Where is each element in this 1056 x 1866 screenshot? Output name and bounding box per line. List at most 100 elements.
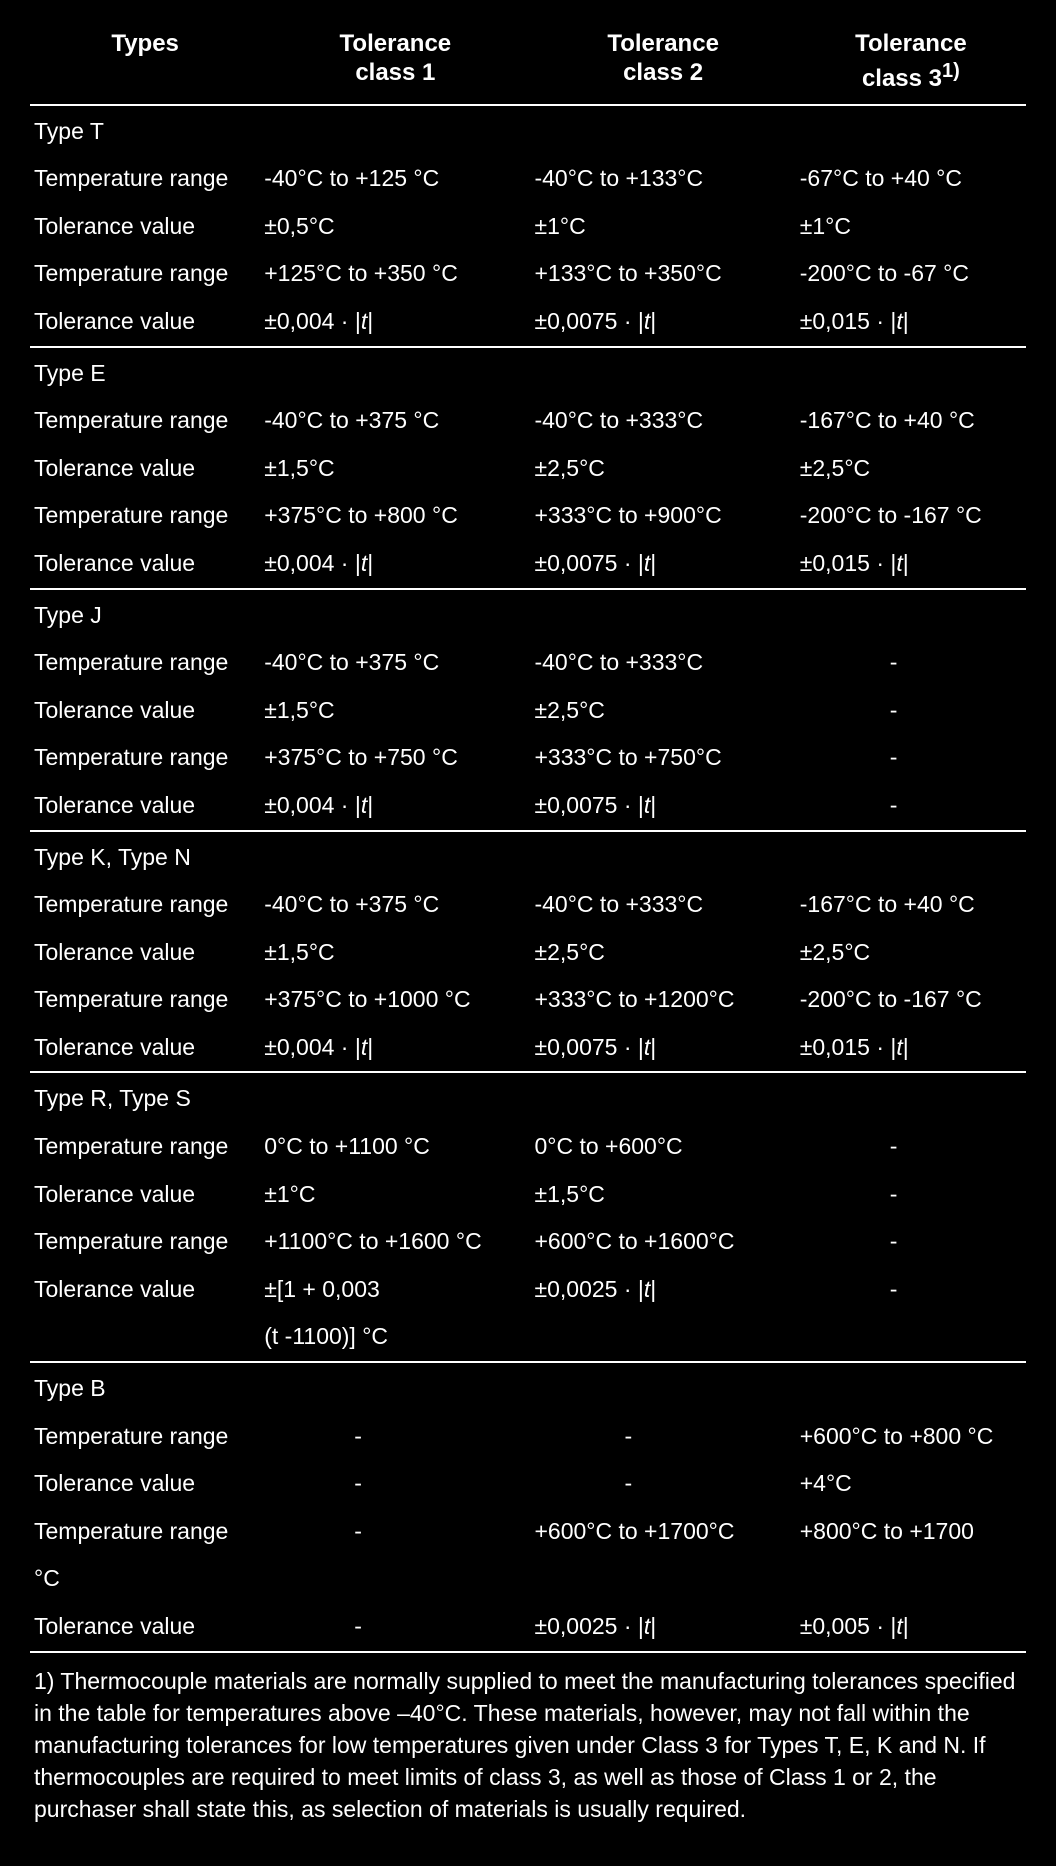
cell-c3: ±2,5°C xyxy=(796,445,1026,493)
cell-c2: +333°C to +1200°C xyxy=(530,976,795,1024)
cell-c2: +333°C to +750°C xyxy=(530,734,795,782)
col-class1: Tolerance class 1 xyxy=(260,20,530,105)
cell-c1: ±1,5°C xyxy=(260,687,530,735)
cell-c1: -40°C to +125 °C xyxy=(260,155,530,203)
cell-c2: 0°C to +600°C xyxy=(530,1123,795,1171)
cell-c2: ±1°C xyxy=(530,203,795,251)
table-body: Type TTemperature range-40°C to +125 °C-… xyxy=(30,105,1026,1836)
cell-c2: +600°C to +1700°C xyxy=(530,1508,795,1556)
cell-c3: ±0,015 · |t| xyxy=(796,298,1026,347)
section-title-row: Type J xyxy=(30,589,1026,640)
cell-c2: - xyxy=(530,1460,795,1508)
row-label: Tolerance value xyxy=(30,203,260,251)
section-title: Type T xyxy=(30,105,1026,156)
footnote-text: 1) Thermocouple materials are normally s… xyxy=(30,1652,1026,1836)
row-label: Temperature range xyxy=(30,639,260,687)
col-class3: Tolerance class 31) xyxy=(796,20,1026,105)
cell-c2: +333°C to +900°C xyxy=(530,492,795,540)
page-root: Types Tolerance class 1 Tolerance class … xyxy=(0,0,1056,1866)
cell-c3: - xyxy=(796,639,1026,687)
table-row: °C xyxy=(30,1555,1026,1603)
table-row: Temperature range--+600°C to +800 °C xyxy=(30,1413,1026,1461)
cell-c3: ±0,015 · |t| xyxy=(796,1024,1026,1073)
row-label: Tolerance value xyxy=(30,1603,260,1652)
row-label: Temperature range xyxy=(30,734,260,782)
section-title: Type K, Type N xyxy=(30,831,1026,882)
cell-c2: ±0,0075 · |t| xyxy=(530,540,795,589)
row-label: Tolerance value xyxy=(30,1266,260,1314)
cell-c1: - xyxy=(260,1603,530,1652)
table-row: (t -1100)] °C xyxy=(30,1313,1026,1362)
cell-c1: +375°C to +750 °C xyxy=(260,734,530,782)
cell-c3: ±0,005 · |t| xyxy=(796,1603,1026,1652)
row-label: Tolerance value xyxy=(30,929,260,977)
row-label: Temperature range xyxy=(30,976,260,1024)
table-row: Temperature range-40°C to +125 °C-40°C t… xyxy=(30,155,1026,203)
row-label: Temperature range xyxy=(30,397,260,445)
cell-c3: ±1°C xyxy=(796,203,1026,251)
cell-c3: +600°C to +800 °C xyxy=(796,1413,1026,1461)
cell-c1: ±0,5°C xyxy=(260,203,530,251)
cell-c1: ±0,004 · |t| xyxy=(260,782,530,831)
cell-c1: - xyxy=(260,1413,530,1461)
section-title-row: Type E xyxy=(30,347,1026,398)
section-title-row: Type B xyxy=(30,1362,1026,1413)
cell-c3: - xyxy=(796,1171,1026,1219)
table-row: Tolerance value--+4°C xyxy=(30,1460,1026,1508)
cell-c3: -200°C to -167 °C xyxy=(796,492,1026,540)
row-label: Tolerance value xyxy=(30,1024,260,1073)
cell-c2: ±0,0075 · |t| xyxy=(530,1024,795,1073)
row-label: Tolerance value xyxy=(30,445,260,493)
cell-c2: ±0,0075 · |t| xyxy=(530,782,795,831)
cell-c3: - xyxy=(796,687,1026,735)
cell-c1: ±1,5°C xyxy=(260,445,530,493)
section-title: Type E xyxy=(30,347,1026,398)
col1-l1: Tolerance xyxy=(340,30,452,57)
section-title-row: Type T xyxy=(30,105,1026,156)
row-label: Temperature range xyxy=(30,881,260,929)
table-header: Types Tolerance class 1 Tolerance class … xyxy=(30,20,1026,105)
col-class2: Tolerance class 2 xyxy=(530,20,795,105)
table-row: Tolerance value±0,004 · |t|±0,0075 · |t|… xyxy=(30,298,1026,347)
cell-c2: ±2,5°C xyxy=(530,687,795,735)
cell-c3: - xyxy=(796,734,1026,782)
table-row: Temperature range+1100°C to +1600 °C+600… xyxy=(30,1218,1026,1266)
cell-c2: -40°C to +333°C xyxy=(530,881,795,929)
cell-c2: ±0,0075 · |t| xyxy=(530,298,795,347)
cell-c2: ±2,5°C xyxy=(530,445,795,493)
table-row: Tolerance value±[1 + 0,003±0,0025 · |t|- xyxy=(30,1266,1026,1314)
cell-c3: -167°C to +40 °C xyxy=(796,881,1026,929)
row-label: Temperature range xyxy=(30,1123,260,1171)
col-types-label: Types xyxy=(111,30,179,57)
cell-c1: +1100°C to +1600 °C xyxy=(260,1218,530,1266)
cell-c2: -40°C to +333°C xyxy=(530,639,795,687)
cell-c1: ±0,004 · |t| xyxy=(260,298,530,347)
row-label: Temperature range xyxy=(30,155,260,203)
wrapped-unit: °C xyxy=(30,1555,1026,1603)
cell-c2: ±0,0025 · |t| xyxy=(530,1603,795,1652)
table-row: Temperature range0°C to +1100 °C0°C to +… xyxy=(30,1123,1026,1171)
table-row: Tolerance value±0,004 · |t|±0,0075 · |t|… xyxy=(30,782,1026,831)
row-label: Temperature range xyxy=(30,1218,260,1266)
cell-c1: - xyxy=(260,1460,530,1508)
cell-c2: ±2,5°C xyxy=(530,929,795,977)
col2-l2: class 2 xyxy=(534,59,791,88)
cell-c2: -40°C to +133°C xyxy=(530,155,795,203)
row-label: Tolerance value xyxy=(30,298,260,347)
table-row: Tolerance value±1,5°C±2,5°C±2,5°C xyxy=(30,929,1026,977)
cell-c2: +600°C to +1600°C xyxy=(530,1218,795,1266)
row-label: Tolerance value xyxy=(30,687,260,735)
table-row: Temperature range-40°C to +375 °C-40°C t… xyxy=(30,881,1026,929)
cell-c2: -40°C to +333°C xyxy=(530,397,795,445)
cell-c2 xyxy=(530,1313,795,1362)
cell-c3: -200°C to -67 °C xyxy=(796,250,1026,298)
table-row: Temperature range-40°C to +375 °C-40°C t… xyxy=(30,639,1026,687)
cell-c1: +125°C to +350 °C xyxy=(260,250,530,298)
cell-c1: +375°C to +1000 °C xyxy=(260,976,530,1024)
col2-l1: Tolerance xyxy=(607,30,719,57)
cell-c3: - xyxy=(796,1218,1026,1266)
row-label: Temperature range xyxy=(30,492,260,540)
cell-c1: ±1°C xyxy=(260,1171,530,1219)
cell-c3: - xyxy=(796,1123,1026,1171)
section-title-row: Type K, Type N xyxy=(30,831,1026,882)
